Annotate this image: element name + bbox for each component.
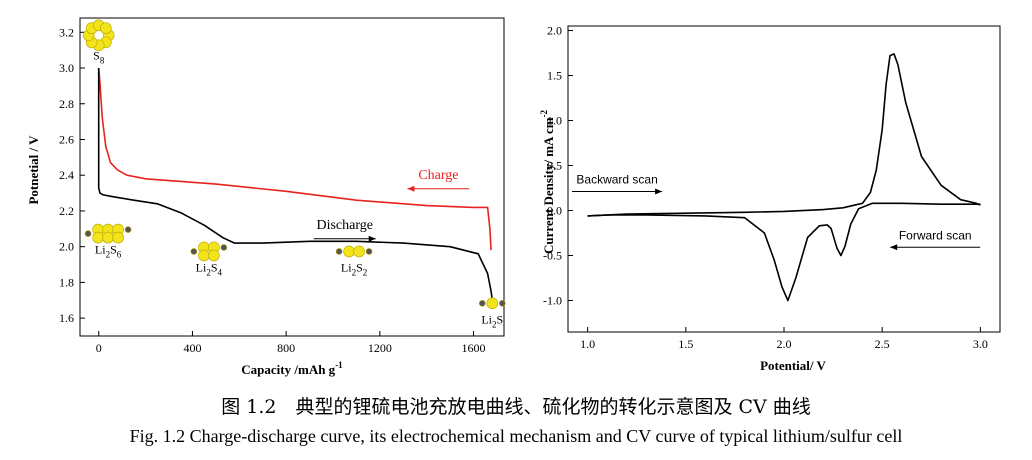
y-tick-label: 2.0 [59, 240, 74, 254]
sulfur-atom [353, 245, 365, 258]
lithium-atom [190, 248, 198, 255]
y-tick-label: 3.2 [59, 25, 74, 39]
lithium-atom [478, 299, 486, 307]
lithium-atom [365, 248, 373, 255]
y-tick-label: 0.5 [547, 159, 562, 173]
caption-english: Fig. 1.2 Charge-discharge curve, its ele… [129, 426, 903, 446]
species-label: Li2S [481, 312, 503, 329]
species-label: S8 [93, 48, 105, 65]
right-x-axis-label: Potential/ V [760, 358, 826, 373]
y-tick-label: 0.0 [547, 204, 562, 218]
y-tick-label: 1.5 [547, 69, 562, 83]
sulfur-atom [208, 249, 220, 262]
annotation-backward-scan: Backward scan [576, 173, 657, 187]
x-tick-label: 2.0 [777, 337, 792, 351]
y-tick-label: 1.6 [59, 311, 74, 325]
right-chart: 1.0 1.5 2.0 2.5 3.0 -1.0 -0.5 0.0 0.5 1.0 1.5 2.0 B… [539, 24, 1001, 373]
annotation-arrow-head [368, 235, 376, 242]
species-li2s2: Li2S2 [335, 245, 373, 277]
y-tick-label: 2.4 [59, 168, 74, 182]
series-line-backward-scan [587, 53, 981, 217]
species-label: Li2S2 [341, 260, 367, 277]
species-li2s4: Li2S4 [190, 241, 228, 277]
y-tick-label: 1.0 [547, 114, 562, 128]
lithium-atom [84, 230, 92, 237]
x-tick-label: 3.0 [973, 337, 988, 351]
annotation-charge: Charge [418, 168, 458, 183]
x-tick-label: 1600 [462, 341, 486, 355]
series-line-forward-scan [587, 202, 981, 302]
series-line-discharge [97, 68, 494, 301]
left-chart: 0 400 800 1200 1600 1.6 1.8 2.0 2.2 2.4 2.6 2.8 3.0 3… [26, 17, 506, 377]
left-plot-frame [79, 17, 505, 337]
y-tick-label: 1.8 [59, 275, 74, 289]
sulfur-atom [198, 249, 210, 262]
sulfur-atom [486, 297, 499, 310]
species-label: Li2S6 [95, 243, 122, 260]
y-tick-label: 2.2 [59, 204, 74, 218]
left-y-axis-label: Potnetial / V [26, 135, 41, 205]
lithium-atom [498, 299, 506, 307]
annotation-arrow-head [407, 185, 415, 192]
sulfur-atom [112, 231, 124, 244]
series-line-charge [97, 67, 492, 251]
annotation-arrow-head [655, 188, 663, 195]
sulfur-atom [102, 231, 114, 244]
left-x-axis-label: Capacity /mAh g-1 [241, 360, 343, 377]
sulfur-atom [92, 231, 104, 244]
y-tick-label: 2.6 [59, 132, 74, 146]
y-tick-label: -0.5 [543, 249, 562, 263]
caption-chinese: 图 1.2 典型的锂硫电池充放电曲线、硫化物的转化示意图及 CV 曲线 [221, 396, 811, 418]
x-tick-label: 1.5 [678, 337, 693, 351]
sulfur-atom [343, 245, 355, 258]
lithium-atom [124, 226, 132, 233]
right-y-axis-label: Current Density/ mA cm-2 [539, 109, 556, 254]
x-tick-label: 400 [183, 341, 201, 355]
y-tick-label: 2.0 [547, 24, 562, 38]
x-tick-label: 1.0 [580, 337, 595, 351]
lithium-atom [335, 248, 343, 255]
species-s8: S8 [82, 19, 115, 65]
y-tick-label: -1.0 [543, 294, 562, 308]
x-tick-label: 0 [96, 341, 102, 355]
annotation-forward-scan: Forward scan [899, 228, 972, 242]
sulfur-atom [100, 22, 112, 35]
x-tick-label: 1200 [368, 341, 392, 355]
y-tick-label: 3.0 [59, 61, 74, 75]
species-li2s: Li2S [478, 297, 506, 329]
x-tick-label: 800 [277, 341, 295, 355]
annotation-arrow-head [890, 244, 898, 251]
lithium-atom [220, 244, 228, 251]
x-tick-label: 2.5 [875, 337, 890, 351]
annotation-discharge: Discharge [316, 218, 373, 233]
species-label: Li2S4 [196, 260, 223, 277]
species-li2s6: Li2S6 [84, 223, 132, 260]
y-tick-label: 2.8 [59, 97, 74, 111]
figure-canvas: 0 400 800 1200 1600 1.6 1.8 2.0 2.2 2.4 2.6 2.8 3.0 3… [26, 17, 1001, 377]
